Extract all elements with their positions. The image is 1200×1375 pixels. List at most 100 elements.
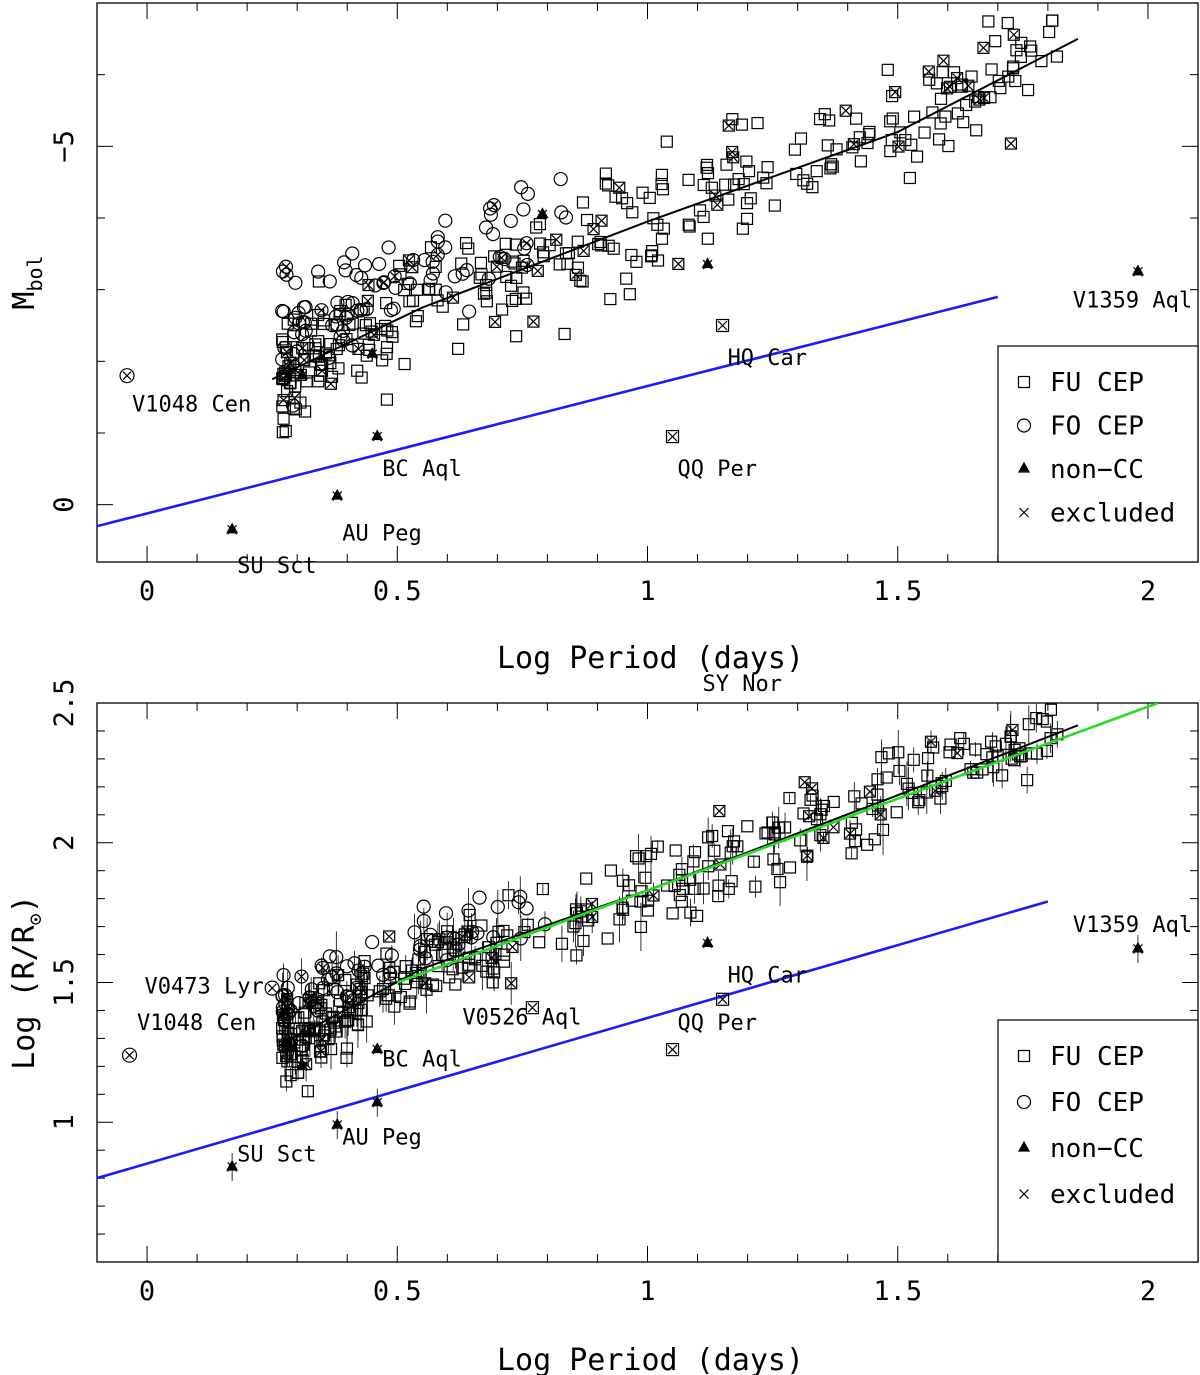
fu-cep-point bbox=[1007, 28, 1020, 41]
fo-cep-point bbox=[336, 255, 352, 270]
fu-cep-point bbox=[373, 985, 386, 998]
fu-cep-point bbox=[276, 372, 289, 385]
fu-cep-point bbox=[626, 206, 639, 219]
fo-cep-point-excluded-cross bbox=[352, 983, 362, 993]
fo-cep-point-excluded-cross bbox=[297, 972, 306, 981]
fu-cep-point bbox=[939, 774, 952, 788]
y-axis-title-main: M bbox=[7, 292, 42, 310]
fu-cep-point bbox=[749, 880, 762, 893]
fo-cep-point-excluded-cross bbox=[318, 963, 328, 973]
star-point-excluded-cross bbox=[332, 1120, 343, 1130]
fu-cep-point bbox=[853, 131, 866, 144]
panel-logradius-vs-logperiod: 0 0.5 1 1.5 2 1 1.5 2 2.5 Log Period (days) Log (R… bbox=[7, 679, 1199, 1375]
fu-cep-point bbox=[509, 238, 522, 251]
fu-cep-point bbox=[882, 747, 895, 760]
fu-cep-point bbox=[276, 426, 289, 439]
non-cc-point bbox=[296, 368, 309, 380]
star-point-excluded-cross bbox=[1133, 944, 1143, 954]
fu-cep-point bbox=[632, 852, 645, 865]
legend-label: non−CC bbox=[1050, 1134, 1144, 1164]
legend-label: FO CEP bbox=[1050, 412, 1144, 442]
fo-cep-point bbox=[275, 303, 290, 319]
fu-cep-point bbox=[706, 829, 719, 843]
fu-cep-point bbox=[447, 948, 460, 961]
fu-cep-point bbox=[951, 107, 964, 120]
y-axis-title: Log (R/R⊙) bbox=[7, 895, 47, 1070]
fu-cep-point bbox=[379, 319, 392, 332]
fu-cep-point-excluded-cross bbox=[818, 832, 829, 843]
star-label: QQ Per bbox=[678, 457, 757, 482]
fu-cep-point bbox=[317, 317, 330, 331]
fu-cep-point bbox=[1050, 50, 1064, 63]
fu-cep-point-excluded-cross bbox=[384, 931, 395, 942]
fu-cep-point bbox=[580, 872, 593, 885]
fu-cep-point bbox=[801, 849, 814, 862]
legend-circle-symbol bbox=[1016, 418, 1032, 433]
fu-cep-point bbox=[644, 847, 658, 860]
fu-cep-point bbox=[1001, 16, 1014, 30]
star-point bbox=[331, 1117, 344, 1129]
non-cc-point bbox=[371, 1042, 384, 1054]
fu-cep-point bbox=[360, 1015, 373, 1028]
fu-cep-point bbox=[351, 364, 364, 377]
fu-cep-point bbox=[687, 855, 700, 868]
fu-cep-point bbox=[457, 318, 470, 331]
fu-cep-point bbox=[604, 864, 617, 877]
star-point-excluded-cross bbox=[527, 1002, 538, 1013]
fu-cep-point bbox=[1004, 730, 1017, 743]
fu-cep-point bbox=[700, 161, 713, 174]
fo-cep-point bbox=[376, 275, 392, 290]
fu-cep-point bbox=[488, 966, 501, 979]
fu-cep-point bbox=[533, 237, 547, 250]
fu-cep-point bbox=[277, 371, 290, 384]
fu-cep-point bbox=[934, 792, 947, 805]
fu-cep-point bbox=[380, 296, 393, 310]
fu-cep-point bbox=[380, 393, 394, 406]
star-label: SY Nor bbox=[703, 672, 782, 697]
fu-cep-point bbox=[474, 256, 488, 269]
star-point-excluded-cross bbox=[1133, 266, 1143, 277]
fu-cep-point bbox=[768, 826, 781, 839]
fu-cep-point bbox=[647, 889, 660, 902]
fu-cep-point bbox=[708, 844, 721, 857]
fu-cep-point bbox=[666, 907, 679, 920]
fu-cep-point bbox=[475, 919, 488, 932]
fo-cep-point bbox=[459, 262, 474, 278]
x-tick-label: 1.5 bbox=[873, 576, 922, 607]
legend-cross-symbol bbox=[1019, 1189, 1029, 1199]
star-point bbox=[371, 1095, 384, 1107]
legend-label: excluded bbox=[1050, 499, 1175, 529]
fu-cep-point bbox=[747, 855, 760, 868]
fu-cep-point bbox=[385, 326, 399, 339]
fu-cep-point bbox=[719, 178, 732, 191]
fu-cep-point bbox=[302, 1022, 315, 1036]
fu-cep-point bbox=[506, 255, 519, 268]
fu-cep-point bbox=[340, 1042, 354, 1055]
star-label: AU Peg bbox=[342, 522, 421, 547]
fu-cep-point bbox=[412, 953, 425, 966]
fu-cep-point bbox=[965, 70, 978, 83]
fu-cep-point bbox=[684, 906, 697, 919]
fo-cep-point bbox=[275, 989, 290, 1004]
fo-cep-point bbox=[423, 927, 438, 942]
fu-cep-point bbox=[693, 204, 707, 217]
fu-cep-point bbox=[577, 934, 590, 948]
fo-cep-point bbox=[340, 294, 356, 310]
legend-label: FU CEP bbox=[1050, 1042, 1144, 1072]
fu-cep-point bbox=[722, 193, 735, 206]
data-layer bbox=[97, 703, 1159, 1181]
fu-cep-point bbox=[854, 155, 867, 168]
fu-cep-point bbox=[768, 199, 781, 212]
fo-cep-point bbox=[438, 213, 453, 228]
fu-cep-point bbox=[806, 789, 819, 802]
star-label: QQ Per bbox=[678, 1011, 757, 1036]
y-axis-title-main: Log (R/R bbox=[7, 924, 42, 1069]
y-tick-label: 2.5 bbox=[49, 679, 80, 728]
fu-cep-point bbox=[509, 292, 522, 306]
fu-cep-point bbox=[561, 257, 574, 270]
fo-cep-point bbox=[455, 266, 470, 281]
fu-cep-point bbox=[604, 292, 617, 306]
y-axis-title-sub: bol bbox=[23, 255, 47, 291]
fo-cep-point bbox=[381, 240, 396, 255]
fu-cep-point bbox=[688, 882, 701, 895]
